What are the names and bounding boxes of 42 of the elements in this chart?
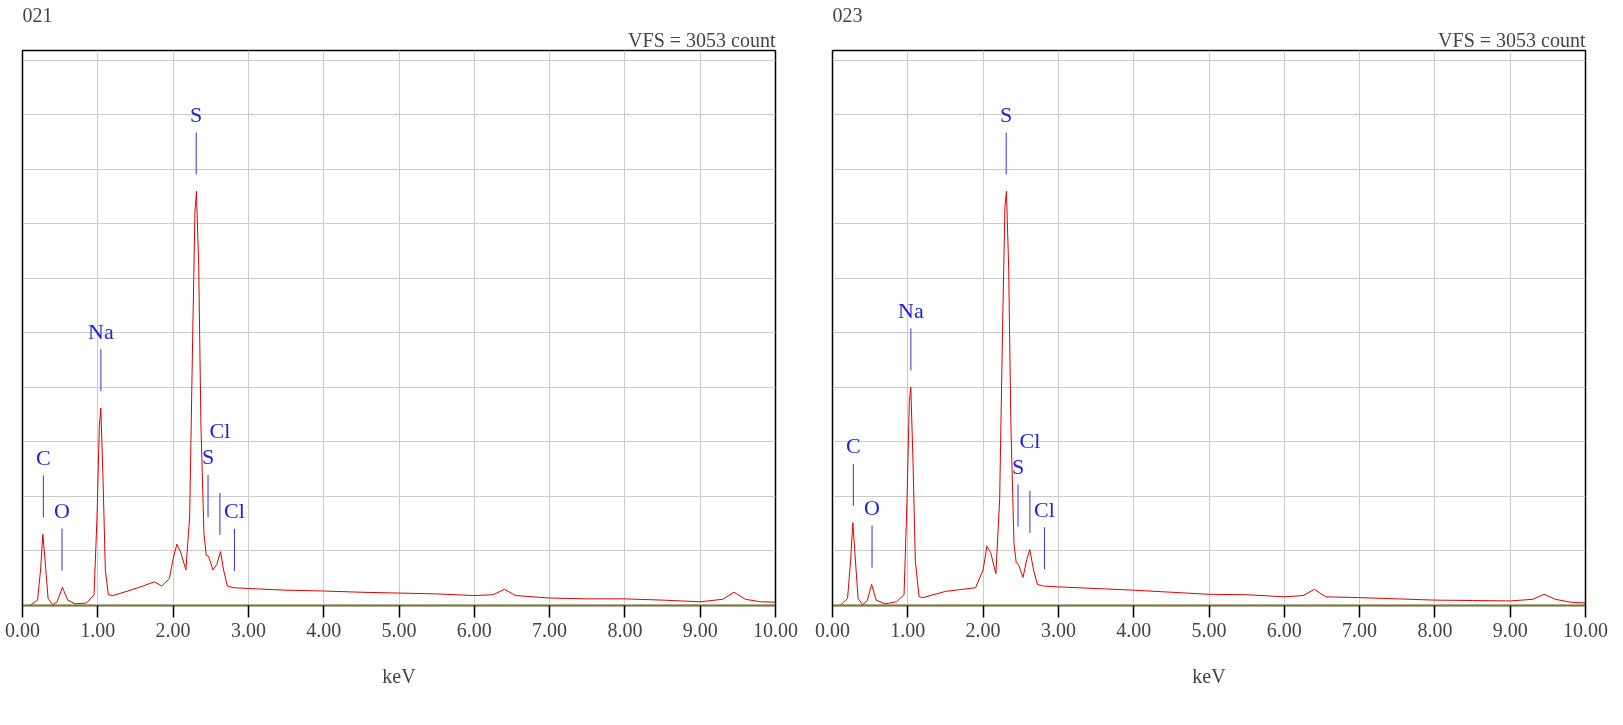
ref-line-label: S — [1000, 101, 1013, 127]
ref-line-label: O — [864, 495, 880, 521]
x-tick-label: 2.00 — [965, 618, 1001, 641]
chart-title: 021 — [22, 3, 53, 26]
x-tick-label: 7.00 — [1342, 618, 1378, 641]
ref-line-label: O — [54, 497, 70, 523]
x-tick-label: 5.00 — [1191, 618, 1227, 641]
x-tick-label: 4.00 — [306, 618, 342, 641]
x-tick-label: 7.00 — [532, 618, 568, 641]
x-tick-label: 1.00 — [890, 618, 926, 641]
x-tick-label: 3.00 — [230, 618, 266, 641]
x-tick-label: 6.00 — [1266, 618, 1302, 641]
x-tick-label: 2.00 — [155, 618, 191, 641]
x-axis-title: keV — [382, 664, 417, 687]
ref-line-label: Na — [898, 297, 924, 323]
x-tick-label: 10.00 — [753, 618, 798, 641]
ref-line-label: Na — [88, 318, 114, 344]
x-tick-label: 3.00 — [1040, 618, 1076, 641]
ref-line-label: S — [190, 101, 203, 127]
ref-line-label: C — [846, 433, 861, 459]
x-axis-title: keV — [1192, 664, 1227, 687]
x-tick-label: 0.00 — [5, 618, 40, 641]
ref-line-label: Cl — [209, 418, 231, 444]
x-tick-label: 9.00 — [1492, 618, 1528, 641]
x-tick-label: 6.00 — [456, 618, 492, 641]
ref-line-label: Cl — [224, 498, 245, 524]
x-tick-label: 0.00 — [815, 618, 850, 641]
x-tick-label: 1.00 — [80, 618, 116, 641]
chart-subtitle: VFS = 3053 count — [1438, 28, 1586, 51]
ref-line-label: Cl — [1034, 496, 1055, 522]
x-tick-label: 10.00 — [1563, 618, 1608, 641]
chart-subtitle: VFS = 3053 count — [628, 28, 776, 51]
x-tick-label: 8.00 — [607, 618, 643, 641]
x-tick-label: 5.00 — [381, 618, 417, 641]
ref-line-label: C — [36, 444, 51, 470]
ref-line-label: S — [201, 444, 215, 470]
chart-title: 023 — [832, 3, 863, 26]
x-tick-label: 9.00 — [682, 618, 718, 641]
x-tick-label: 8.00 — [1417, 618, 1453, 641]
ref-line-label: Cl — [1019, 427, 1041, 453]
ref-line-label: S — [1011, 454, 1025, 480]
x-tick-label: 4.00 — [1116, 618, 1152, 641]
